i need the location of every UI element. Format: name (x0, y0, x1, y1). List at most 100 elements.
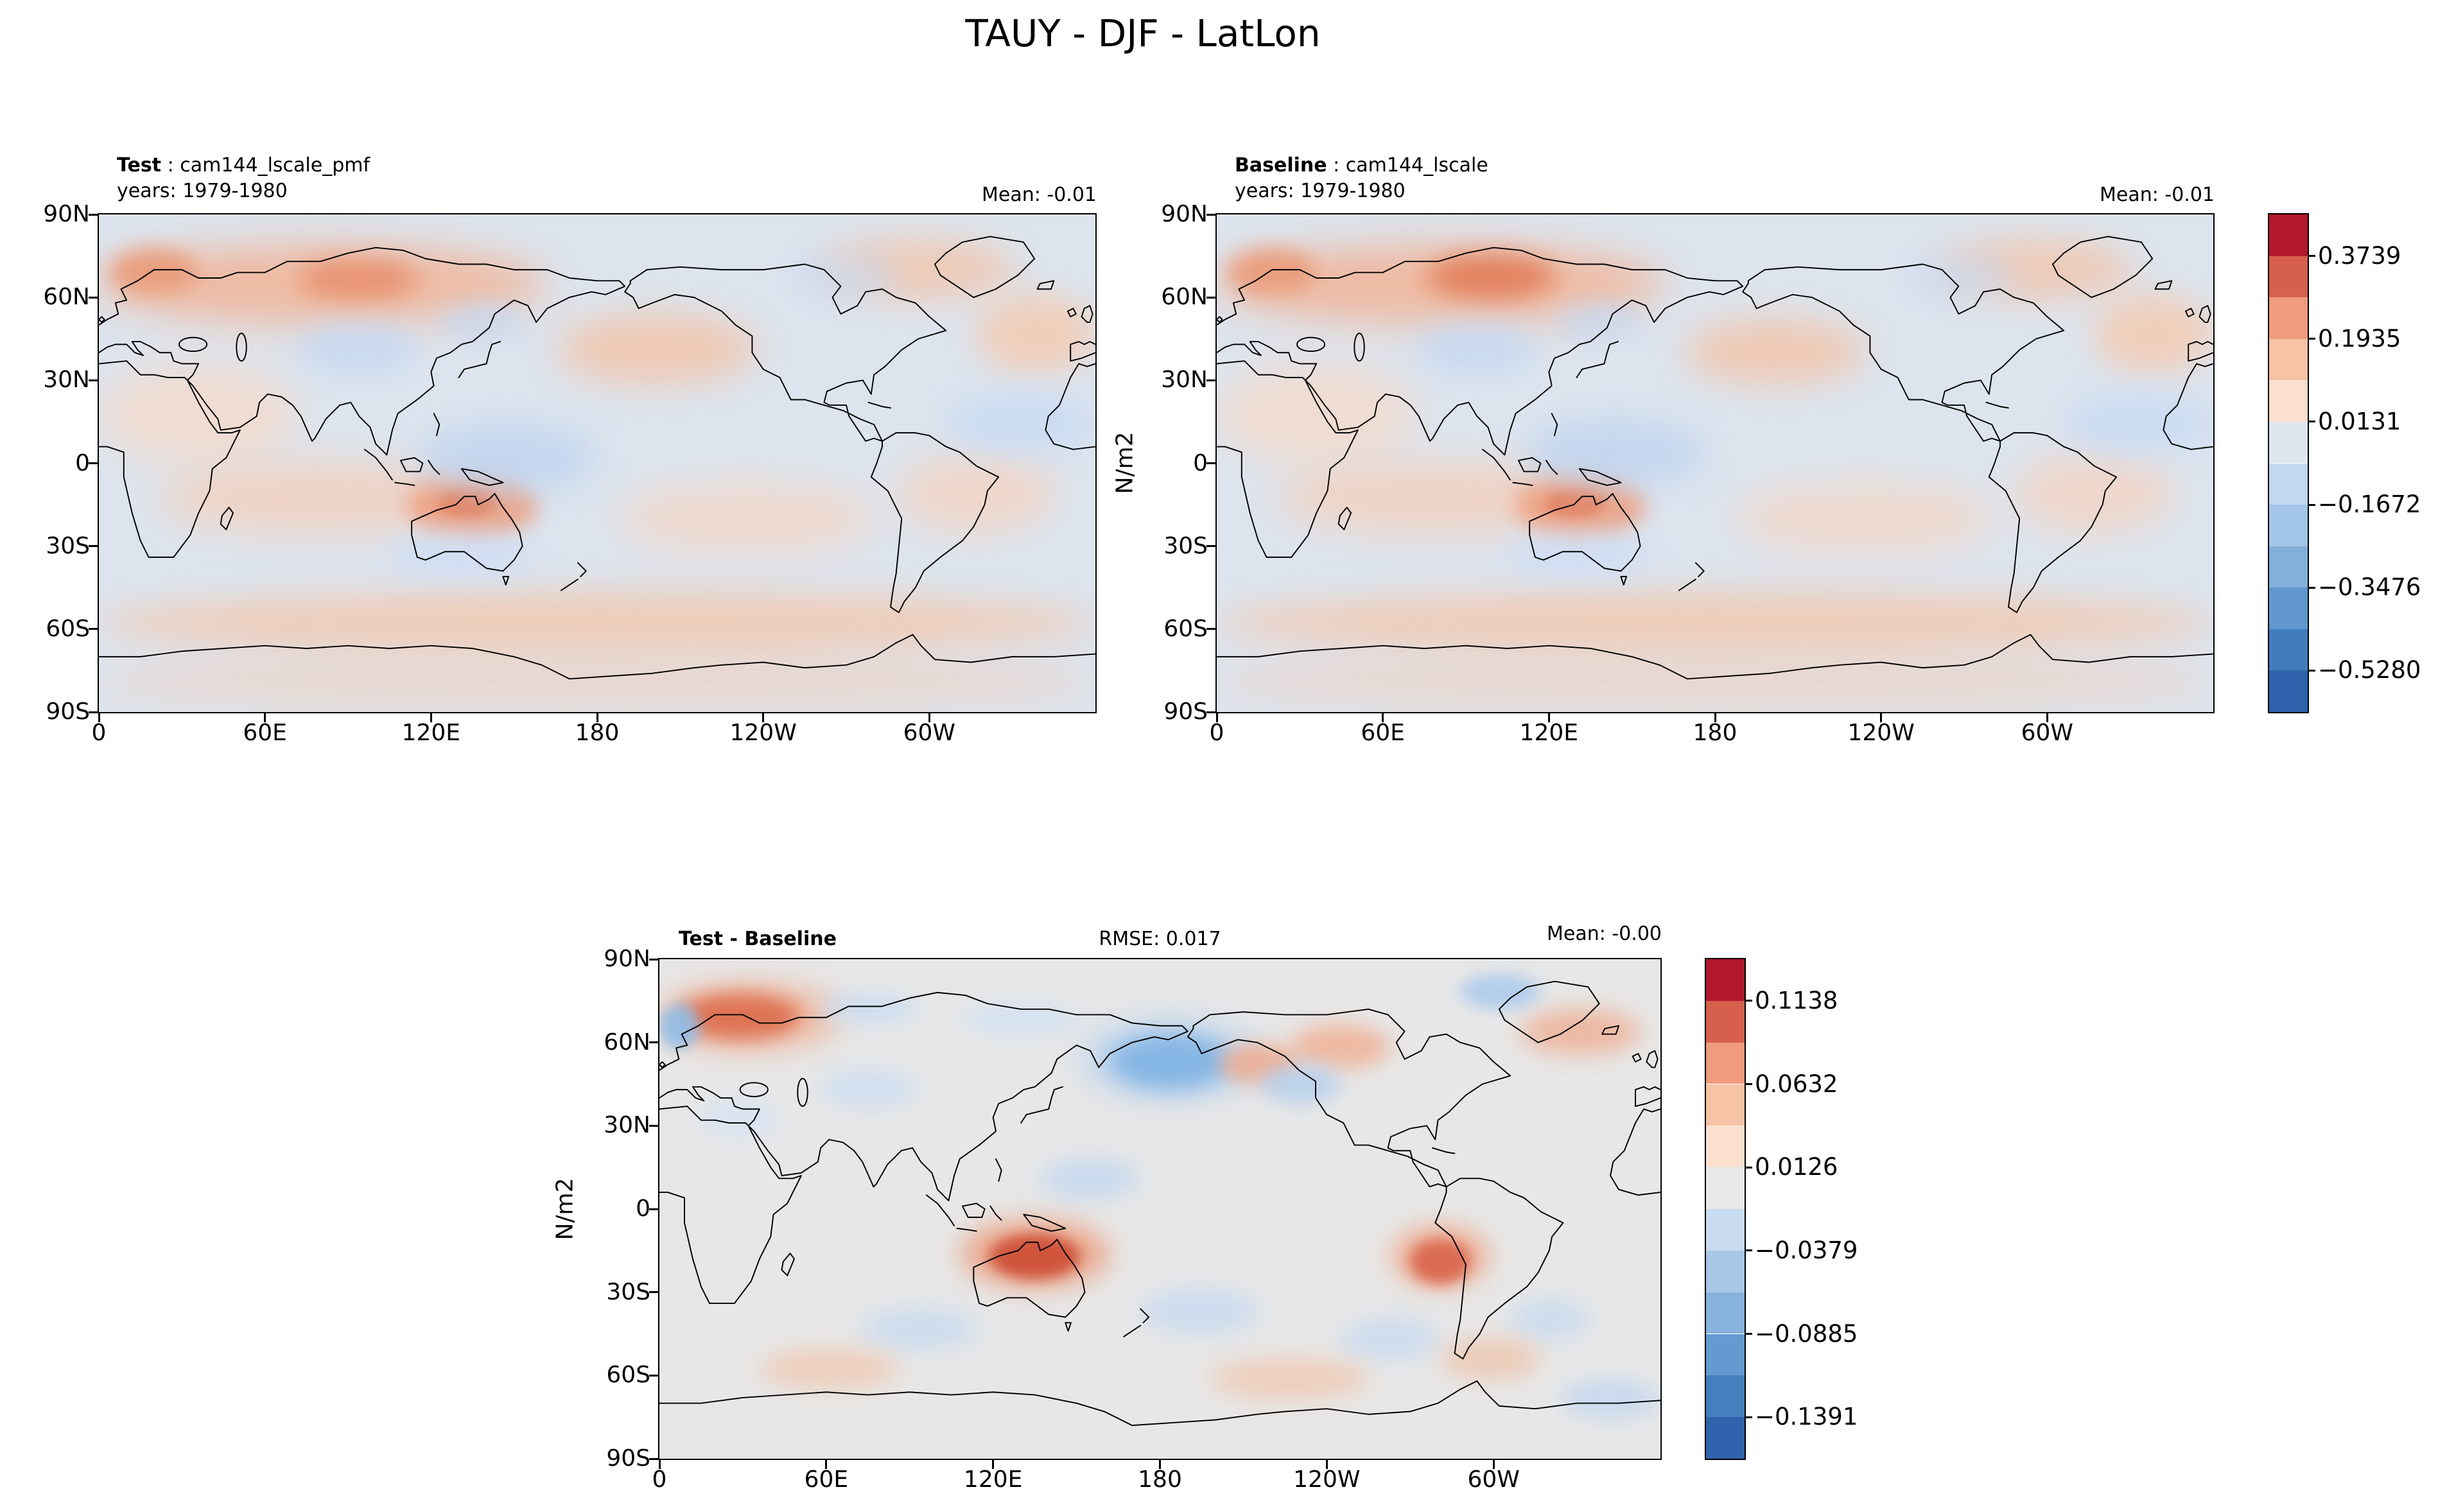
contour-region (2014, 453, 2173, 533)
colorbar-segment (1706, 1417, 1745, 1459)
colorbar-tick-label: −0.1391 (1755, 1403, 1858, 1431)
lat-tick-label: 90N (43, 201, 90, 227)
tick (825, 1460, 828, 1469)
lon-tick-label: 120W (1293, 1466, 1361, 1493)
contour-region (1685, 318, 1865, 384)
world-coastlines (659, 959, 1660, 1459)
contour-region (1217, 363, 1416, 464)
diff-map-panel: 90N 60N 30N 0 30S 60S 90S 0 60E 120E 180… (604, 947, 1662, 1492)
contour-region (1560, 1378, 1660, 1419)
baseline-label-run: : cam144_lscale (1327, 154, 1488, 177)
tick (992, 1460, 995, 1469)
tick (1206, 213, 1215, 216)
test-mean: Mean: -0.01 (981, 184, 1097, 206)
colorbar-segment (2269, 587, 2308, 629)
lon-tick-label: 120E (1519, 720, 1579, 746)
tick (649, 1041, 658, 1044)
diff-rmse-label: RMSE: 0.017 (1099, 928, 1221, 950)
tick (1714, 713, 1716, 722)
contour-region (99, 593, 1095, 652)
tick (1206, 296, 1215, 299)
lat-tick-label: 0 (75, 449, 90, 476)
bottom-colorbar: 0.1138 0.0632 0.0126 −0.0379 −0.0885 −0.… (1705, 958, 1858, 1460)
tick (89, 379, 98, 381)
test-years-label: years: 1979-1980 (117, 180, 288, 202)
baseline-label-bold: Baseline (1235, 154, 1327, 177)
lat-tick-label: 30N (43, 367, 90, 394)
tick (1206, 462, 1215, 464)
contour-region (819, 994, 920, 1025)
lon-tick-label: 60E (804, 1466, 849, 1493)
lon-tick-label: 0 (652, 1466, 667, 1493)
colorbar-tick-label: −0.1672 (2318, 491, 2421, 519)
contour-region (896, 453, 1056, 533)
contour-region (1340, 1319, 1440, 1359)
contour-region (975, 294, 1095, 374)
test-map-panel: 90N 60N 30N 0 30S 60S 90S 0 60E 120E 180… (43, 202, 1097, 745)
lon-tick-label: 60W (2021, 720, 2074, 746)
diff-mean: Mean: -0.00 (1546, 923, 1662, 945)
tick (1547, 713, 1550, 722)
baseline-panel-label: Baseline : cam144_lscale (1235, 153, 1488, 178)
diff-label-bold: Test - Baseline (679, 928, 837, 950)
lat-tick-label: 90S (606, 1445, 650, 1472)
contour-region (1416, 324, 1536, 374)
lon-tick-label: 60W (903, 720, 956, 746)
tick (89, 711, 98, 713)
lon-tick-label: 180 (1693, 720, 1737, 746)
contour-region (1520, 1009, 1641, 1054)
tick (1745, 1333, 1752, 1335)
lat-tick-label: 60N (43, 284, 90, 311)
contour-region (1904, 254, 2014, 299)
contour-region (109, 249, 199, 294)
contour-region (1410, 1238, 1470, 1284)
baseline-map-panel: 90N 60N 30N 0 30S 60S 90S 0 60E 120E 180… (1161, 202, 2215, 745)
colorbar-segment (2269, 214, 2308, 256)
colorbar-tick-label: 0.1935 (2318, 324, 2401, 352)
lon-tick-label: 60E (243, 720, 287, 746)
baseline-mean: Mean: -0.01 (2099, 184, 2215, 206)
tick (1492, 1460, 1495, 1469)
tick (1206, 379, 1215, 381)
tick (2046, 713, 2048, 722)
tick (264, 713, 266, 722)
tick (89, 213, 98, 216)
contour-region (946, 394, 1095, 453)
tick (649, 1208, 658, 1210)
colorbar-segment (2269, 629, 2308, 671)
tick (89, 628, 98, 630)
contour-region (617, 483, 876, 553)
lat-tick-label: 0 (636, 1195, 650, 1222)
tick (1159, 1460, 1161, 1469)
lon-tick-label: 0 (91, 720, 107, 746)
contour-region (1440, 1339, 1540, 1379)
contour-region (298, 259, 418, 299)
diff-panel-label: Test - Baseline (679, 927, 837, 952)
contour-region (1735, 483, 1994, 553)
lat-tick-label: 60N (604, 1029, 650, 1056)
contour-region (659, 1004, 700, 1050)
tick (596, 713, 598, 722)
tick (649, 958, 658, 960)
contour-region (989, 1233, 1080, 1279)
tick (1206, 628, 1215, 630)
contour-region (1290, 1024, 1391, 1070)
lat-tick-label: 60S (1163, 615, 1208, 642)
lat-tick-label: 90S (46, 699, 90, 725)
lat-tick-label: 60S (46, 615, 90, 642)
tick (89, 545, 98, 548)
colorbar-segment (1706, 1209, 1745, 1251)
colorbar-segment (1706, 1000, 1745, 1043)
lat-tick-label: 90N (604, 946, 650, 972)
lat-tick-label: 0 (1193, 449, 1208, 476)
contour-region (437, 488, 498, 518)
colorbar-tick-label: −0.3476 (2318, 573, 2421, 602)
colorbar-tick-label: 0.3739 (2318, 241, 2401, 270)
colorbar-segment (1706, 1084, 1745, 1126)
contour-region (1226, 249, 1317, 294)
lat-tick-label: 90N (1161, 201, 1208, 227)
tick (1745, 1000, 1752, 1002)
contour-region (1460, 974, 1540, 1009)
baseline-map (1217, 214, 2213, 712)
tick (658, 1460, 661, 1469)
